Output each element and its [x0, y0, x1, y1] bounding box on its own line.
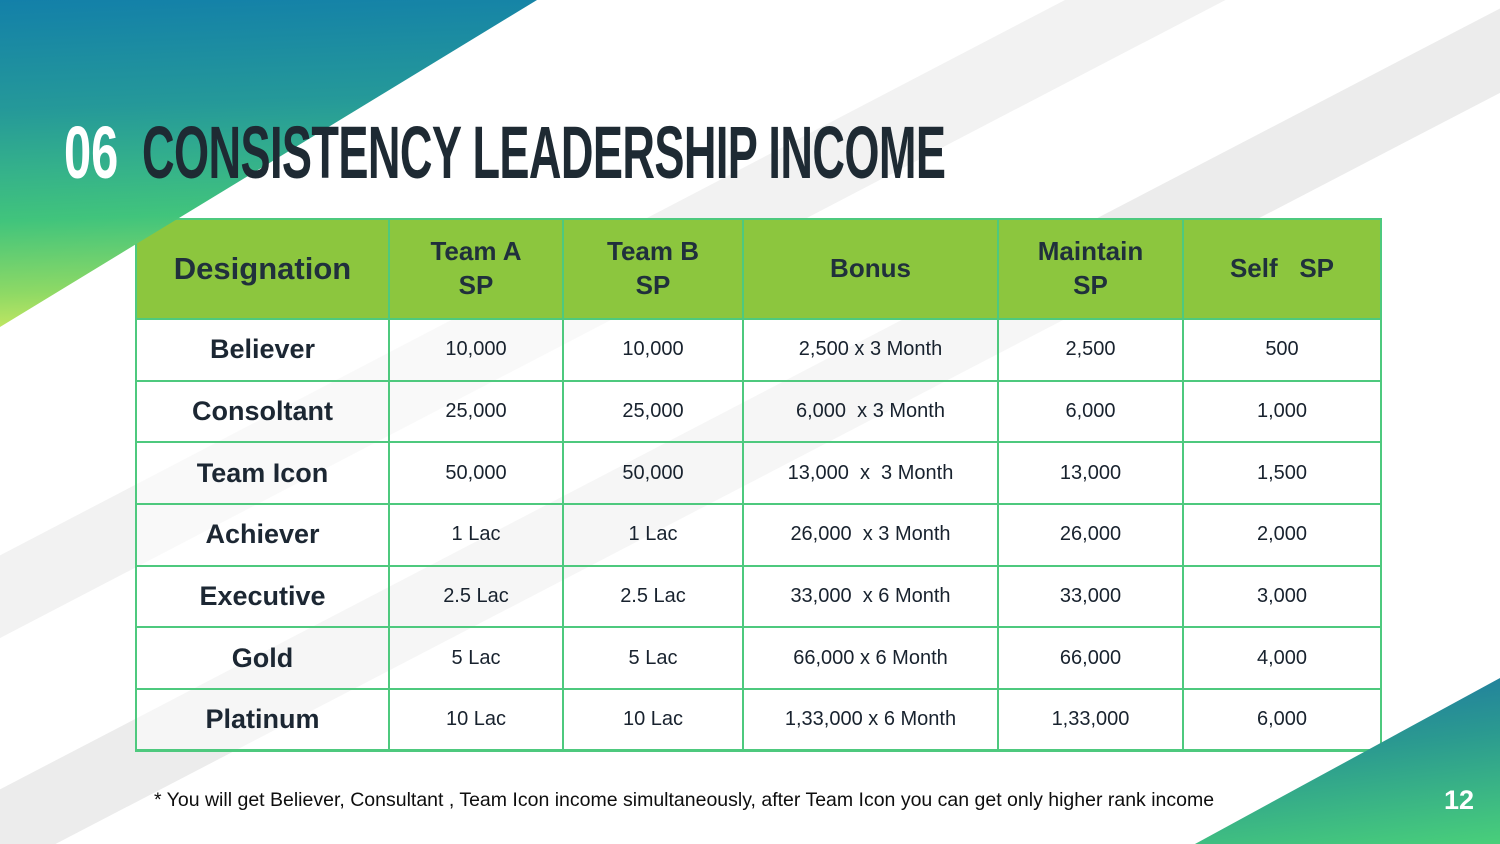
cell-self-sp: 6,000: [1182, 688, 1382, 753]
consistency-leadership-income-table: Designation Team A SP Team B SP Bonus Ma…: [135, 218, 1382, 753]
cell-self-sp: 1,000: [1182, 379, 1382, 444]
cell-designation: Believer: [135, 318, 390, 382]
cell-team-a-sp: 25,000: [388, 379, 564, 444]
table-row: Team Icon 50,000 50,000 13,000 x 3 Month…: [135, 441, 1382, 506]
cell-team-b-sp: 2.5 Lac: [562, 564, 744, 629]
col-header-team-b-sp: Team B SP: [562, 218, 744, 320]
cell-self-sp: 4,000: [1182, 626, 1382, 691]
cell-team-a-sp: 10,000: [388, 318, 564, 382]
cell-maintain-sp: 66,000: [997, 626, 1184, 691]
cell-team-a-sp: 10 Lac: [388, 688, 564, 753]
cell-team-a-sp: 1 Lac: [388, 503, 564, 567]
table-row: Consoltant 25,000 25,000 6,000 x 3 Month…: [135, 379, 1382, 444]
cell-bonus: 1,33,000 x 6 Month: [742, 688, 999, 753]
cell-bonus: 26,000 x 3 Month: [742, 503, 999, 567]
table-row: Gold 5 Lac 5 Lac 66,000 x 6 Month 66,000…: [135, 626, 1382, 691]
slide-title: CONSISTENCY LEADERSHIP INCOME: [142, 111, 946, 194]
table-row: Believer 10,000 10,000 2,500 x 3 Month 2…: [135, 318, 1382, 382]
cell-team-b-sp: 10 Lac: [562, 688, 744, 753]
cell-team-a-sp: 2.5 Lac: [388, 564, 564, 629]
col-header-bonus: Bonus: [742, 218, 999, 320]
table-row: Platinum 10 Lac 10 Lac 1,33,000 x 6 Mont…: [135, 688, 1382, 753]
cell-bonus: 13,000 x 3 Month: [742, 441, 999, 506]
cell-team-b-sp: 10,000: [562, 318, 744, 382]
cell-team-b-sp: 1 Lac: [562, 503, 744, 567]
cell-designation: Executive: [135, 564, 390, 629]
table-header-row: Designation Team A SP Team B SP Bonus Ma…: [135, 218, 1382, 320]
col-header-team-a-sp: Team A SP: [388, 218, 564, 320]
cell-team-b-sp: 50,000: [562, 441, 744, 506]
cell-team-b-sp: 5 Lac: [562, 626, 744, 691]
col-header-self-sp: Self SP: [1182, 218, 1382, 320]
cell-team-a-sp: 50,000: [388, 441, 564, 506]
cell-maintain-sp: 2,500: [997, 318, 1184, 382]
footnote: * You will get Believer, Consultant , Te…: [154, 789, 1215, 811]
cell-maintain-sp: 6,000: [997, 379, 1184, 444]
cell-bonus: 2,500 x 3 Month: [742, 318, 999, 382]
cell-bonus: 66,000 x 6 Month: [742, 626, 999, 691]
cell-maintain-sp: 26,000: [997, 503, 1184, 567]
cell-self-sp: 1,500: [1182, 441, 1382, 506]
table-row: Executive 2.5 Lac 2.5 Lac 33,000 x 6 Mon…: [135, 564, 1382, 629]
cell-designation: Platinum: [135, 688, 390, 753]
col-header-maintain-sp: Maintain SP: [997, 218, 1184, 320]
section-number: 06: [64, 111, 119, 194]
cell-designation: Team Icon: [135, 441, 390, 506]
cell-team-a-sp: 5 Lac: [388, 626, 564, 691]
cell-bonus: 33,000 x 6 Month: [742, 564, 999, 629]
table-row: Achiever 1 Lac 1 Lac 26,000 x 3 Month 26…: [135, 503, 1382, 567]
cell-designation: Consoltant: [135, 379, 390, 444]
col-header-designation: Designation: [135, 218, 390, 320]
cell-designation: Gold: [135, 626, 390, 691]
cell-self-sp: 2,000: [1182, 503, 1382, 567]
cell-maintain-sp: 1,33,000: [997, 688, 1184, 753]
page-number: 12: [1443, 785, 1474, 815]
cell-bonus: 6,000 x 3 Month: [742, 379, 999, 444]
cell-self-sp: 500: [1182, 318, 1382, 382]
cell-designation: Achiever: [135, 503, 390, 567]
cell-maintain-sp: 33,000: [997, 564, 1184, 629]
cell-self-sp: 3,000: [1182, 564, 1382, 629]
cell-team-b-sp: 25,000: [562, 379, 744, 444]
cell-maintain-sp: 13,000: [997, 441, 1184, 506]
